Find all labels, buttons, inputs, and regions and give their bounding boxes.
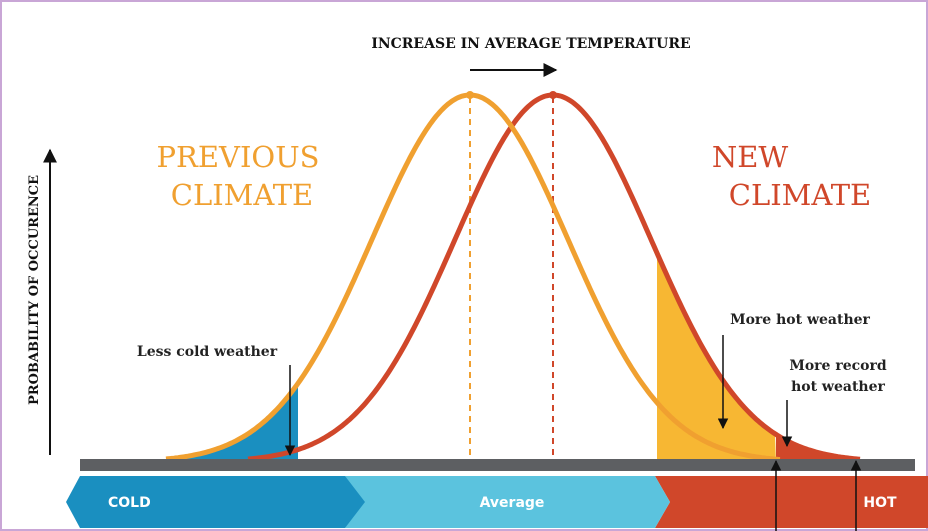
annotation: More record <box>789 358 887 374</box>
previous-label: CLIMATE <box>171 178 313 212</box>
cold-area <box>166 383 298 462</box>
annotation: hot weather <box>791 379 885 395</box>
cold-band <box>66 476 365 528</box>
previous-peak <box>466 91 474 99</box>
new-label: CLIMATE <box>729 178 871 212</box>
hot-label: HOT <box>863 495 897 511</box>
average-label: Average <box>480 495 545 511</box>
record-hot-area <box>776 434 856 462</box>
baseline <box>80 459 915 471</box>
cold-label: COLD <box>108 495 151 511</box>
annotation: More hot weather <box>730 312 870 328</box>
hot-band <box>655 476 928 528</box>
annotation: Less cold weather <box>137 344 278 360</box>
new-label: NEW <box>712 140 789 174</box>
previous-label: PREVIOUS <box>157 140 320 174</box>
average-band <box>345 476 670 528</box>
new-peak <box>549 91 557 99</box>
title: INCREASE IN AVERAGE TEMPERATURE <box>371 36 690 52</box>
y-axis-label: PROBABILITY OF OCCURENCE <box>27 175 42 405</box>
